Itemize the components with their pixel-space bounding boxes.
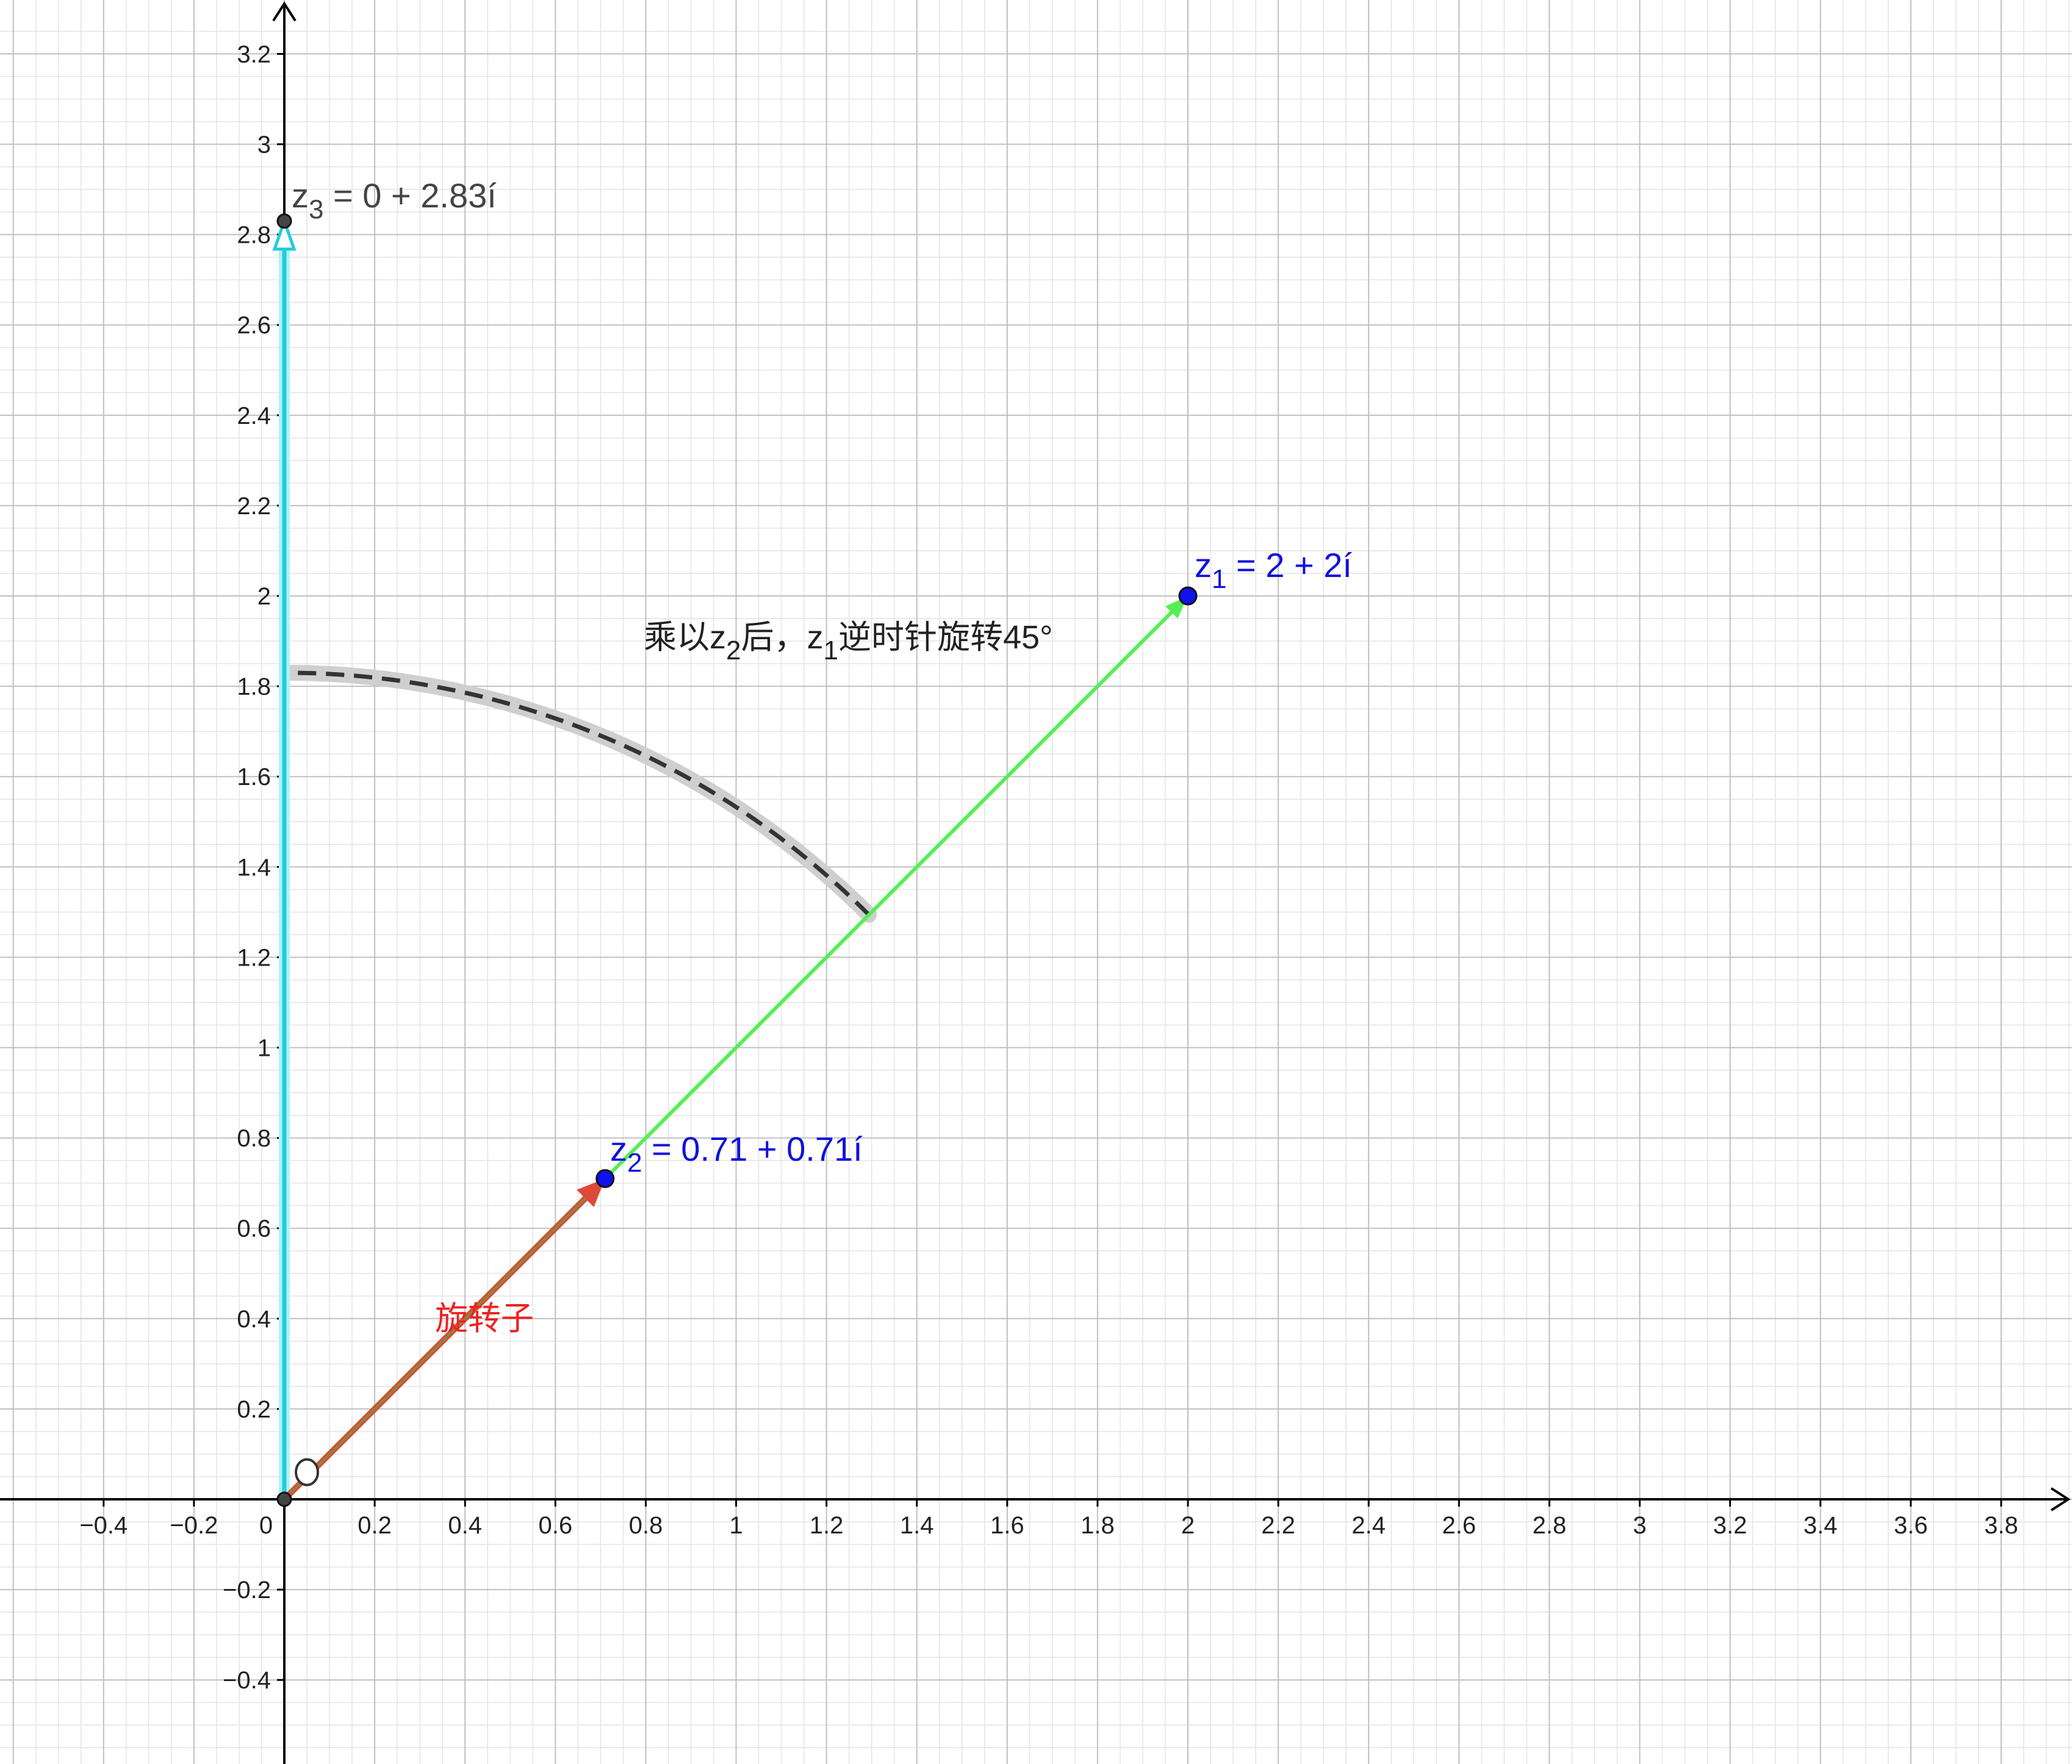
y-tick-label: −0.2 (223, 1577, 271, 1604)
y-tick-label: 1.6 (237, 764, 271, 791)
x-tick-label: 0.4 (448, 1512, 482, 1539)
points-group (276, 213, 1198, 1507)
y-tick-label: 1.2 (237, 944, 271, 971)
x-tick-label: 0.8 (629, 1512, 663, 1539)
y-axis-arrow (272, 1, 297, 22)
x-tick-label: 2 (1181, 1512, 1195, 1539)
y-tick-label: 0.4 (237, 1306, 271, 1333)
origin-handle-icon[interactable] (295, 1458, 320, 1486)
x-tick-label: 2.8 (1533, 1512, 1567, 1539)
z2-label[interactable]: z2 = 0.71 + 0.71í (610, 1130, 863, 1178)
point-z2[interactable] (595, 1169, 615, 1188)
y-tick-label: −0.4 (223, 1667, 271, 1694)
z2-arrowhead (577, 1178, 605, 1207)
y-tick-label: 2.6 (237, 312, 271, 339)
x-tick-label: 1.6 (990, 1512, 1024, 1539)
y-tick-label: 0.2 (237, 1396, 271, 1423)
origin-label: 0 (259, 1512, 273, 1539)
x-tick-label: 3.2 (1713, 1512, 1747, 1539)
y-tick-label: 0.6 (237, 1216, 271, 1242)
z2-vector-core (283, 1195, 589, 1500)
x-tick-label: 1.4 (900, 1512, 934, 1539)
rotator-label[interactable]: 旋转子 (435, 1300, 534, 1337)
x-tick-label: 2.2 (1261, 1512, 1295, 1539)
x-tick-label: −0.2 (170, 1512, 218, 1539)
point-z1[interactable] (1178, 586, 1198, 606)
y-tick-label: 3 (257, 132, 271, 159)
z3-label[interactable]: z3 = 0 + 2.83í (292, 176, 497, 224)
x-tick-label: 2.6 (1442, 1512, 1476, 1539)
labels-group: z1 = 2 + 2í z2 = 0.71 + 0.71í z3 = 0 + 2… (292, 176, 1352, 1337)
y-tick-label: 1.8 (237, 673, 271, 700)
x-tick-label: 3 (1633, 1512, 1646, 1539)
y-tick-label: 2.4 (237, 403, 271, 429)
x-tick-label: 1.2 (810, 1512, 844, 1539)
z1-label[interactable]: z1 = 2 + 2í (1195, 546, 1352, 594)
y-tick-label: 2.8 (237, 222, 271, 249)
y-tick-label: 2.2 (237, 493, 271, 520)
rotation-arc[interactable] (284, 670, 871, 917)
x-tick-label: 1.8 (1081, 1512, 1115, 1539)
x-axis-arrow (2050, 1487, 2071, 1511)
x-tick-label: 2.4 (1351, 1512, 1386, 1539)
x-tick-label: −0.4 (79, 1512, 128, 1539)
point-origin[interactable] (276, 1491, 292, 1507)
y-tick-label: 1 (257, 1035, 271, 1062)
x-tick-label: 3.4 (1804, 1512, 1838, 1539)
y-tick-label: 2 (257, 583, 271, 610)
y-tick-label: 0.8 (237, 1125, 271, 1152)
point-z3[interactable] (276, 213, 292, 229)
x-tick-label: 0.2 (358, 1512, 392, 1539)
y-tick-label: 3.2 (237, 41, 271, 68)
x-tick-label: 1 (729, 1512, 743, 1539)
rotation-arc-group (284, 664, 877, 923)
rotation-note-label[interactable]: 乘以z2后，z1逆时针旋转45° (644, 619, 1053, 665)
x-tick-label: 3.8 (1984, 1512, 2018, 1539)
y-tick-label: 1.4 (237, 854, 271, 881)
axis-tick-labels: −0.4 −0.2 0.2 0.4 0.6 0.8 1 1.2 1.4 1.6 1.8 2 2.2 2.4… (79, 41, 2018, 1694)
x-tick-label: 0.6 (538, 1512, 572, 1539)
z3-arrowhead (272, 216, 297, 251)
x-tick-label: 3.6 (1894, 1512, 1928, 1539)
vectors-group (272, 216, 1188, 1505)
